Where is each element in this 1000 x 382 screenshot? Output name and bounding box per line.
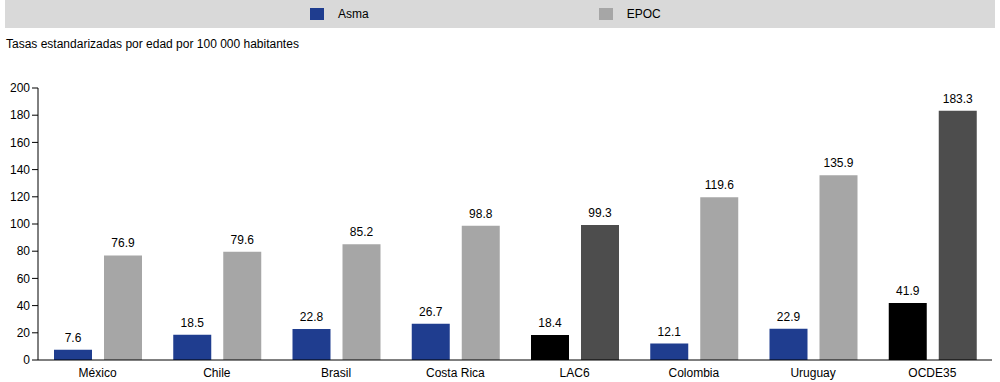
svg-text:18.5: 18.5 — [181, 316, 205, 330]
svg-text:OCDE35: OCDE35 — [908, 366, 956, 380]
svg-text:85.2: 85.2 — [350, 225, 374, 239]
svg-text:180: 180 — [10, 108, 30, 122]
svg-text:60: 60 — [17, 272, 31, 286]
svg-text:LAC6: LAC6 — [560, 366, 590, 380]
svg-text:Costa Rica: Costa Rica — [426, 366, 485, 380]
svg-text:0: 0 — [23, 353, 30, 367]
html-text:Tasas estandarizadas por edad: Tasas estandarizadas por edad por 100 00… — [6, 37, 299, 51]
svg-text:26.7: 26.7 — [419, 305, 443, 319]
svg-text:119.6: 119.6 — [705, 178, 734, 192]
html-text:Asma: Asma — [338, 7, 369, 21]
svg-text:18.4: 18.4 — [538, 316, 562, 330]
svg-text:79.6: 79.6 — [231, 233, 255, 247]
svg-text:Chile: Chile — [203, 366, 231, 380]
svg-text:80: 80 — [17, 244, 31, 258]
svg-text:160: 160 — [10, 136, 30, 150]
svg-text:22.9: 22.9 — [777, 310, 801, 324]
svg-text:Colombia: Colombia — [669, 366, 720, 380]
svg-text:183.3: 183.3 — [943, 92, 973, 106]
svg-text:135.9: 135.9 — [823, 156, 853, 170]
svg-text:100: 100 — [10, 217, 30, 231]
svg-text:140: 140 — [10, 163, 30, 177]
svg-text:41.9: 41.9 — [896, 284, 920, 298]
svg-text:20: 20 — [17, 326, 31, 340]
svg-text:México: México — [79, 366, 117, 380]
svg-text:99.3: 99.3 — [588, 206, 612, 220]
svg-text:200: 200 — [10, 81, 30, 95]
svg-text:76.9: 76.9 — [111, 236, 135, 250]
svg-text:120: 120 — [10, 190, 30, 204]
html-text:EPOC: EPOC — [626, 7, 661, 21]
svg-text:7.6: 7.6 — [65, 331, 82, 345]
svg-text:12.1: 12.1 — [658, 325, 682, 339]
svg-text:40: 40 — [17, 299, 31, 313]
svg-text:98.8: 98.8 — [469, 207, 493, 221]
svg-text:Uruguay: Uruguay — [790, 366, 835, 380]
svg-text:22.8: 22.8 — [300, 310, 324, 324]
svg-text:Brasil: Brasil — [321, 366, 351, 380]
